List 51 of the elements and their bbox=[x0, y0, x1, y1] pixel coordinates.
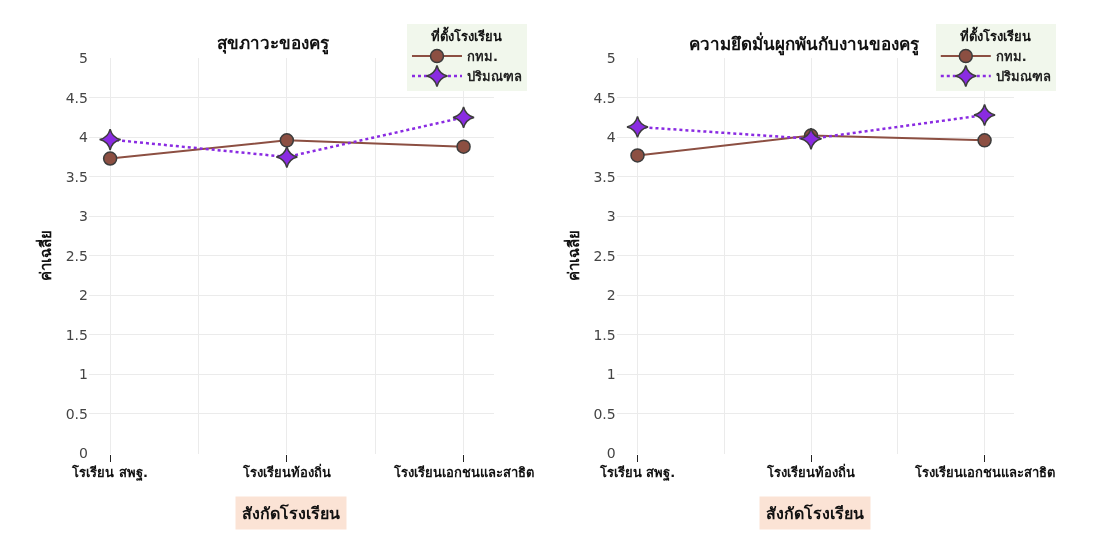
point bbox=[275, 145, 299, 169]
y-tick-label: 3.5 bbox=[65, 168, 88, 185]
point bbox=[456, 139, 471, 154]
y-tick-label: 5 bbox=[79, 50, 88, 66]
y-tick-label: 1.5 bbox=[593, 326, 616, 343]
x-tick-label: โรเรียน สพฐ. bbox=[71, 464, 148, 483]
point bbox=[799, 127, 823, 151]
y-tick-label: 5 bbox=[606, 50, 616, 66]
y-tick-label: 3.5 bbox=[593, 168, 616, 185]
legend-label: กทม. bbox=[466, 49, 498, 65]
y-tick-label: 3 bbox=[79, 208, 88, 225]
point bbox=[102, 151, 118, 166]
legend-label: ปริมณฑล bbox=[466, 69, 522, 85]
x-axis-title: สังกัดโรงเรียน bbox=[766, 503, 864, 523]
chart-title: สุขภาวะของครู bbox=[217, 33, 330, 55]
y-tick-label: 3 bbox=[606, 208, 616, 225]
y-tick-label: 0.5 bbox=[593, 405, 616, 422]
x-tick-label: โรงเรียนท้องถิ่น bbox=[241, 463, 331, 481]
y-tick-label: 1 bbox=[79, 366, 88, 383]
legend-label: ปริมณฑล bbox=[995, 69, 1051, 85]
x-tick-label: โรงเรียนเอกชนและสาธิต bbox=[913, 464, 1055, 481]
point bbox=[98, 128, 122, 151]
y-tick-label: 2 bbox=[79, 287, 88, 304]
legend-label: กทม. bbox=[995, 49, 1027, 65]
point bbox=[452, 106, 475, 129]
chart-title: ความยึดมั่นผูกพันกับงานของครู bbox=[689, 32, 920, 56]
y-axis-title: ค่าเฉลี่ย bbox=[562, 230, 583, 282]
y-tick-label: 4 bbox=[79, 129, 88, 146]
point bbox=[630, 148, 645, 163]
point bbox=[279, 133, 295, 148]
y-tick-label: 4.5 bbox=[65, 89, 88, 106]
point bbox=[973, 103, 996, 127]
y-tick-label: 0 bbox=[606, 445, 616, 462]
legend-title: ที่ตั้งโรงเรียน bbox=[960, 26, 1032, 45]
y-tick-label: 1.5 bbox=[65, 326, 88, 343]
y-tick-label: 2.5 bbox=[593, 247, 616, 264]
y-tick-label: 2 bbox=[606, 287, 616, 304]
x-axis-title: สังกัดโรงเรียน bbox=[242, 503, 340, 523]
y-tick-label: 0 bbox=[79, 445, 88, 462]
x-tick-label: โรงเรียนเอกชนและสาธิต bbox=[392, 464, 534, 481]
y-tick-label: 4.5 bbox=[593, 89, 616, 106]
y-tick-label: 4 bbox=[606, 129, 616, 146]
y-axis-title: ค่าเฉลี่ย bbox=[34, 230, 55, 282]
x-tick-label: โรงเรียนท้องถิ่น bbox=[766, 463, 856, 481]
y-tick-label: 0.5 bbox=[65, 405, 88, 422]
y-tick-label: 1 bbox=[606, 366, 616, 383]
legend-title: ที่ตั้งโรงเรียน bbox=[431, 26, 503, 45]
point bbox=[626, 115, 649, 139]
y-tick-label: 2.5 bbox=[65, 247, 88, 264]
x-tick-label: โรเรียน สพฐ. bbox=[598, 464, 676, 483]
point bbox=[977, 133, 992, 148]
